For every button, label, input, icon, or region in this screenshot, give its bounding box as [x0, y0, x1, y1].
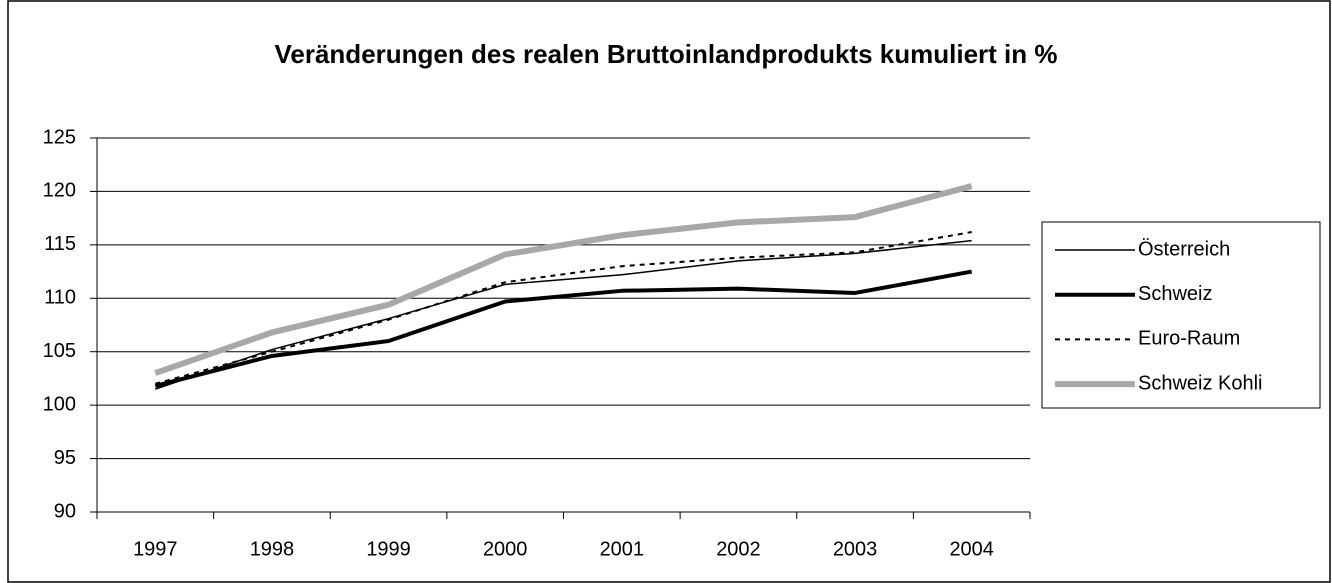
legend-label: Schweiz [1138, 283, 1212, 305]
x-tick-label: 2002 [716, 538, 761, 560]
x-tick-label: 2004 [949, 538, 994, 560]
y-tick-label: 120 [43, 180, 76, 202]
x-tick-label: 2003 [833, 538, 878, 560]
series-line [154, 269, 973, 388]
series-line [155, 239, 972, 390]
y-tick-label: 100 [43, 393, 76, 415]
legend-label: Schweiz Kohli [1138, 372, 1263, 394]
chart-title: Veränderungen des realen Bruttoinlandpro… [274, 39, 1057, 69]
y-tick-label: 125 [43, 126, 76, 148]
y-tick-label: 90 [54, 500, 76, 522]
legend-label: Österreich [1138, 238, 1230, 260]
series-line [155, 231, 972, 385]
y-tick-label: 115 [44, 233, 76, 255]
x-tick-label: 2000 [483, 538, 528, 560]
x-tick-label: 1997 [133, 538, 178, 560]
legend-label: Euro-Raum [1138, 328, 1240, 350]
y-tick-label: 110 [44, 287, 76, 309]
legend-box [1041, 221, 1321, 409]
x-tick-label: 1999 [366, 538, 411, 560]
x-tick-label: 2001 [600, 538, 645, 560]
y-tick-label: 105 [43, 340, 76, 362]
x-tick-label: 1998 [250, 538, 295, 560]
y-tick-label: 95 [54, 447, 76, 469]
series-line [154, 183, 973, 376]
